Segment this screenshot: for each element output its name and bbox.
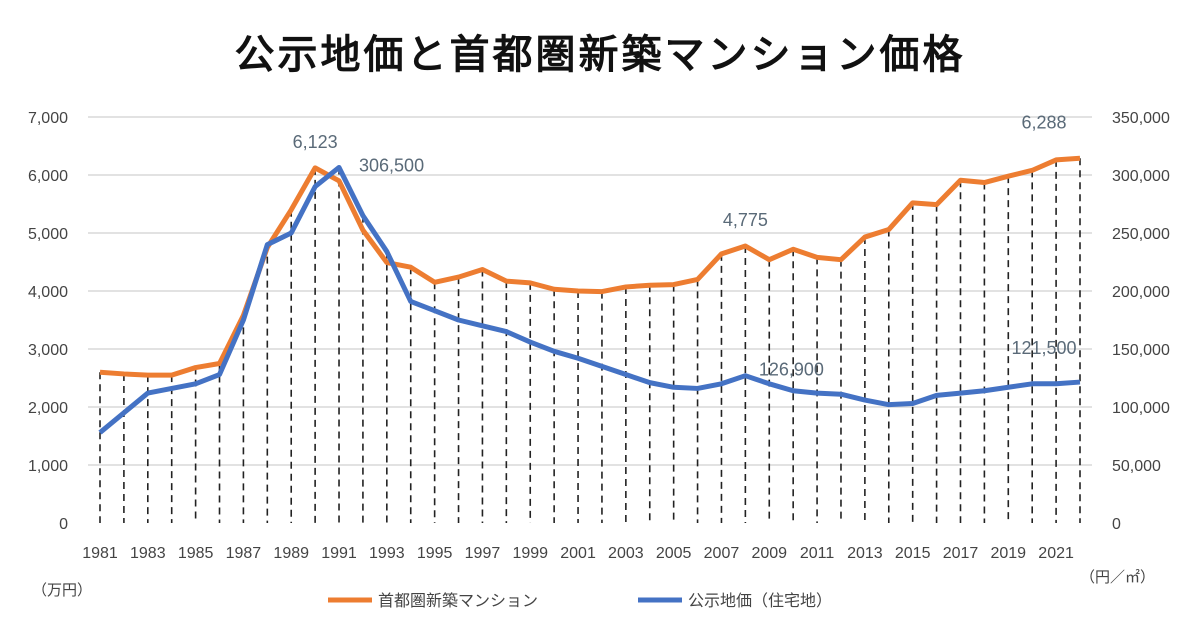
x-tick-label: 2015 xyxy=(895,545,931,562)
series-line-land-price xyxy=(98,164,1081,435)
y-right-tick-label: 150,000 xyxy=(1112,342,1170,359)
x-tick-label: 1985 xyxy=(178,545,214,562)
y-right-tick-label: 0 xyxy=(1112,516,1121,533)
x-tick-label: 2021 xyxy=(1038,545,1074,562)
x-tick-label: 2007 xyxy=(704,545,740,562)
y-right-tick-label: 300,000 xyxy=(1112,168,1170,185)
x-tick-label: 2017 xyxy=(943,545,979,562)
chart-title: 公示地価と首都圏新築マンション価格 xyxy=(234,32,966,78)
y-left-tick-label: 6,000 xyxy=(28,168,68,185)
x-tick-label: 2019 xyxy=(990,545,1026,562)
y-right-tick-label: 200,000 xyxy=(1112,284,1170,301)
x-tick-label: 1989 xyxy=(273,545,309,562)
x-tick-label: 2009 xyxy=(751,545,787,562)
legend-label-land-price: 公示地価（住宅地） xyxy=(688,591,832,610)
y-right-tick-label: 350,000 xyxy=(1112,110,1170,127)
x-tick-label: 1981 xyxy=(82,545,118,562)
x-tick-label: 2001 xyxy=(560,545,596,562)
y-left-tick-label: 0 xyxy=(59,516,68,533)
x-tick-label: 2005 xyxy=(656,545,692,562)
legend-label-mansion: 首都圏新築マンション xyxy=(378,591,538,610)
data-label: 6,288 xyxy=(1021,112,1066,132)
data-label: 6,123 xyxy=(293,132,338,152)
y-left-tick-label: 7,000 xyxy=(28,110,68,127)
x-tick-label: 2013 xyxy=(847,545,883,562)
y-left-tick-label: 2,000 xyxy=(28,400,68,417)
x-tick-label: 1993 xyxy=(369,545,405,562)
y-left-unit: （万円） xyxy=(32,581,92,599)
y-left-tick-label: 4,000 xyxy=(28,284,68,301)
x-tick-label: 2003 xyxy=(608,545,644,562)
x-tick-label: 1983 xyxy=(130,545,166,562)
y-left-tick-label: 5,000 xyxy=(28,226,68,243)
x-tick-label: 1999 xyxy=(512,545,548,562)
y-right-tick-label: 250,000 xyxy=(1112,226,1170,243)
x-tick-label: 1991 xyxy=(321,545,357,562)
data-label: 306,500 xyxy=(359,155,424,175)
data-label: 4,775 xyxy=(723,210,768,230)
x-tick-label: 1995 xyxy=(417,545,453,562)
x-tick-label: 1997 xyxy=(465,545,501,562)
data-label: 121,500 xyxy=(1011,338,1076,358)
y-right-tick-label: 100,000 xyxy=(1112,400,1170,417)
x-tick-label: 1987 xyxy=(226,545,262,562)
data-label: 126,900 xyxy=(759,360,824,380)
y-left-tick-label: 3,000 xyxy=(28,342,68,359)
series-line-mansion xyxy=(99,155,1081,378)
x-tick-label: 2011 xyxy=(800,545,835,562)
y-right-tick-label: 50,000 xyxy=(1112,458,1161,475)
y-right-unit: （円／㎡） xyxy=(1080,568,1155,586)
y-left-tick-label: 1,000 xyxy=(28,458,68,475)
